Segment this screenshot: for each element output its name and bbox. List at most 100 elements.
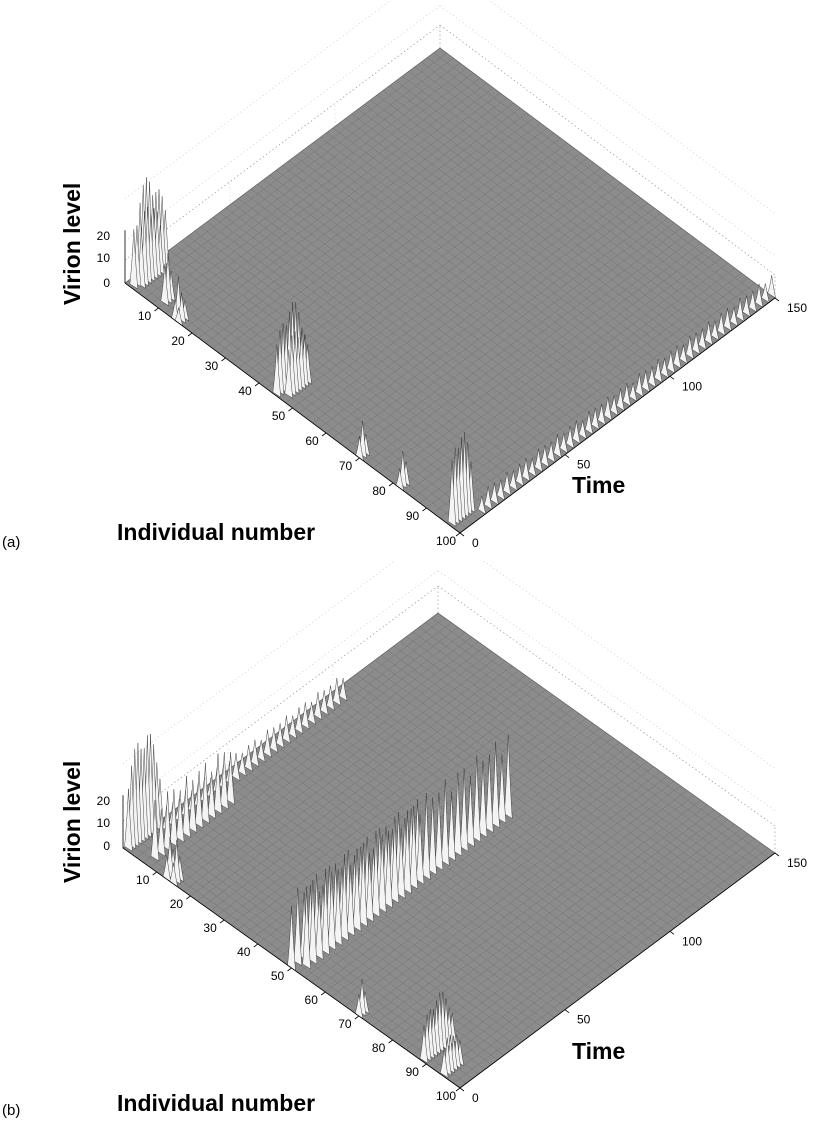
virion-peak bbox=[578, 420, 587, 440]
mesh-line bbox=[326, 132, 662, 383]
mesh-line bbox=[187, 235, 524, 487]
mesh-line bbox=[269, 174, 606, 426]
mesh-line bbox=[418, 626, 757, 868]
x-tick-label: 30 bbox=[205, 359, 219, 373]
x-tick-label: 60 bbox=[305, 434, 319, 448]
virion-peak bbox=[162, 855, 172, 883]
mesh-line bbox=[345, 118, 681, 369]
y-tick-label: 100 bbox=[682, 379, 702, 393]
virion-peak bbox=[590, 407, 600, 431]
y-tick-mark bbox=[669, 931, 675, 935]
x-tick-mark bbox=[422, 507, 427, 512]
mesh-line bbox=[355, 673, 694, 915]
panel-b: 10 20 30 40 50 60 70 80 90 100 0 50 100 150 0 10 20 Indiv… bbox=[0, 561, 817, 1123]
mesh-line bbox=[332, 127, 669, 379]
virion-peak bbox=[409, 805, 419, 890]
virion-peak bbox=[163, 791, 172, 852]
x-tick-mark bbox=[254, 382, 260, 387]
virion-peak bbox=[321, 868, 330, 956]
virion-peak bbox=[169, 862, 178, 887]
virion-peak bbox=[307, 702, 316, 725]
virion-peak bbox=[327, 871, 337, 951]
virion-peak bbox=[440, 779, 450, 866]
virion-peak bbox=[326, 685, 335, 711]
z-axis-label: Virion level bbox=[59, 761, 85, 883]
y-tick-mark bbox=[564, 1009, 570, 1013]
mesh-line bbox=[282, 165, 618, 416]
virion-peak bbox=[483, 486, 493, 510]
virion-peak bbox=[447, 460, 457, 527]
virion-peak bbox=[584, 410, 594, 435]
virion-peak bbox=[244, 745, 253, 772]
virion-peak bbox=[282, 715, 291, 744]
virion-peak bbox=[340, 854, 349, 942]
x-tick-mark bbox=[455, 1087, 461, 1092]
mesh-line bbox=[389, 85, 725, 336]
mesh-line bbox=[381, 655, 719, 896]
panel-label: (b) bbox=[2, 1102, 20, 1119]
virion-peak bbox=[748, 290, 758, 313]
virion-peak bbox=[439, 1048, 449, 1079]
virion-peak bbox=[735, 297, 745, 322]
mesh-line bbox=[219, 212, 555, 463]
virion-peak bbox=[496, 479, 506, 501]
y-axis-label: Time bbox=[572, 472, 625, 498]
virion-peak bbox=[761, 283, 770, 304]
virion-peak bbox=[641, 370, 650, 393]
virion-peak bbox=[672, 345, 682, 369]
virion-peak bbox=[207, 771, 216, 820]
grid-line bbox=[437, 570, 776, 812]
virion-peak bbox=[491, 741, 500, 829]
virion-peak bbox=[308, 879, 318, 965]
virion-peak bbox=[395, 468, 405, 491]
z-tick-label: 20 bbox=[97, 229, 111, 243]
y-tick-mark bbox=[459, 532, 465, 537]
virion-peak bbox=[691, 332, 701, 355]
virion-peak bbox=[352, 848, 362, 932]
y-tick-mark bbox=[459, 1087, 465, 1092]
y-tick-mark bbox=[774, 852, 780, 857]
box-edge bbox=[439, 24, 776, 276]
virion-peak bbox=[478, 760, 488, 838]
virion-peak bbox=[226, 752, 235, 805]
virion-peak bbox=[710, 320, 720, 341]
virion-peak bbox=[284, 349, 294, 399]
mesh-line bbox=[393, 645, 732, 887]
mesh-line bbox=[349, 678, 687, 919]
mesh-line bbox=[307, 146, 643, 397]
virion-peak bbox=[354, 994, 364, 1019]
mesh-line bbox=[257, 184, 593, 435]
virion-peak bbox=[503, 734, 513, 819]
y-axis-line bbox=[459, 297, 776, 534]
virion-peak bbox=[616, 388, 625, 412]
virion-peak bbox=[603, 396, 613, 421]
mesh-line bbox=[320, 137, 656, 388]
virion-peak bbox=[384, 830, 393, 909]
virion-peak bbox=[194, 771, 204, 829]
mesh-line bbox=[250, 188, 587, 440]
virion-peak bbox=[288, 715, 298, 739]
z-tick-label: 20 bbox=[97, 794, 111, 808]
mesh-line bbox=[400, 641, 738, 882]
surface-plot-a: 10 20 30 40 50 60 70 80 90 100 0 50 100 150 0 10 20 Indiv… bbox=[2, 0, 807, 551]
virion-peak bbox=[213, 753, 223, 815]
grid-line bbox=[439, 5, 776, 257]
z-axis-label: Virion level bbox=[59, 183, 85, 305]
mesh-line bbox=[357, 108, 694, 360]
virion-peak bbox=[527, 458, 537, 478]
mesh-line bbox=[225, 207, 561, 458]
mesh-line bbox=[402, 76, 738, 327]
x-tick-label: 90 bbox=[406, 509, 420, 523]
grid-line bbox=[488, 0, 776, 214]
y-tick-mark bbox=[774, 297, 780, 302]
x-tick-mark bbox=[219, 919, 225, 924]
x-tick-label: 20 bbox=[171, 334, 185, 348]
virion-peak bbox=[332, 677, 342, 707]
box-gridlines bbox=[124, 0, 776, 298]
mesh-line bbox=[343, 683, 681, 924]
y-tick-label: 150 bbox=[787, 301, 807, 315]
virion-peaks bbox=[129, 177, 776, 527]
mesh-line bbox=[364, 104, 700, 355]
virion-peak bbox=[160, 263, 170, 307]
x-tick-label: 100 bbox=[436, 534, 456, 548]
